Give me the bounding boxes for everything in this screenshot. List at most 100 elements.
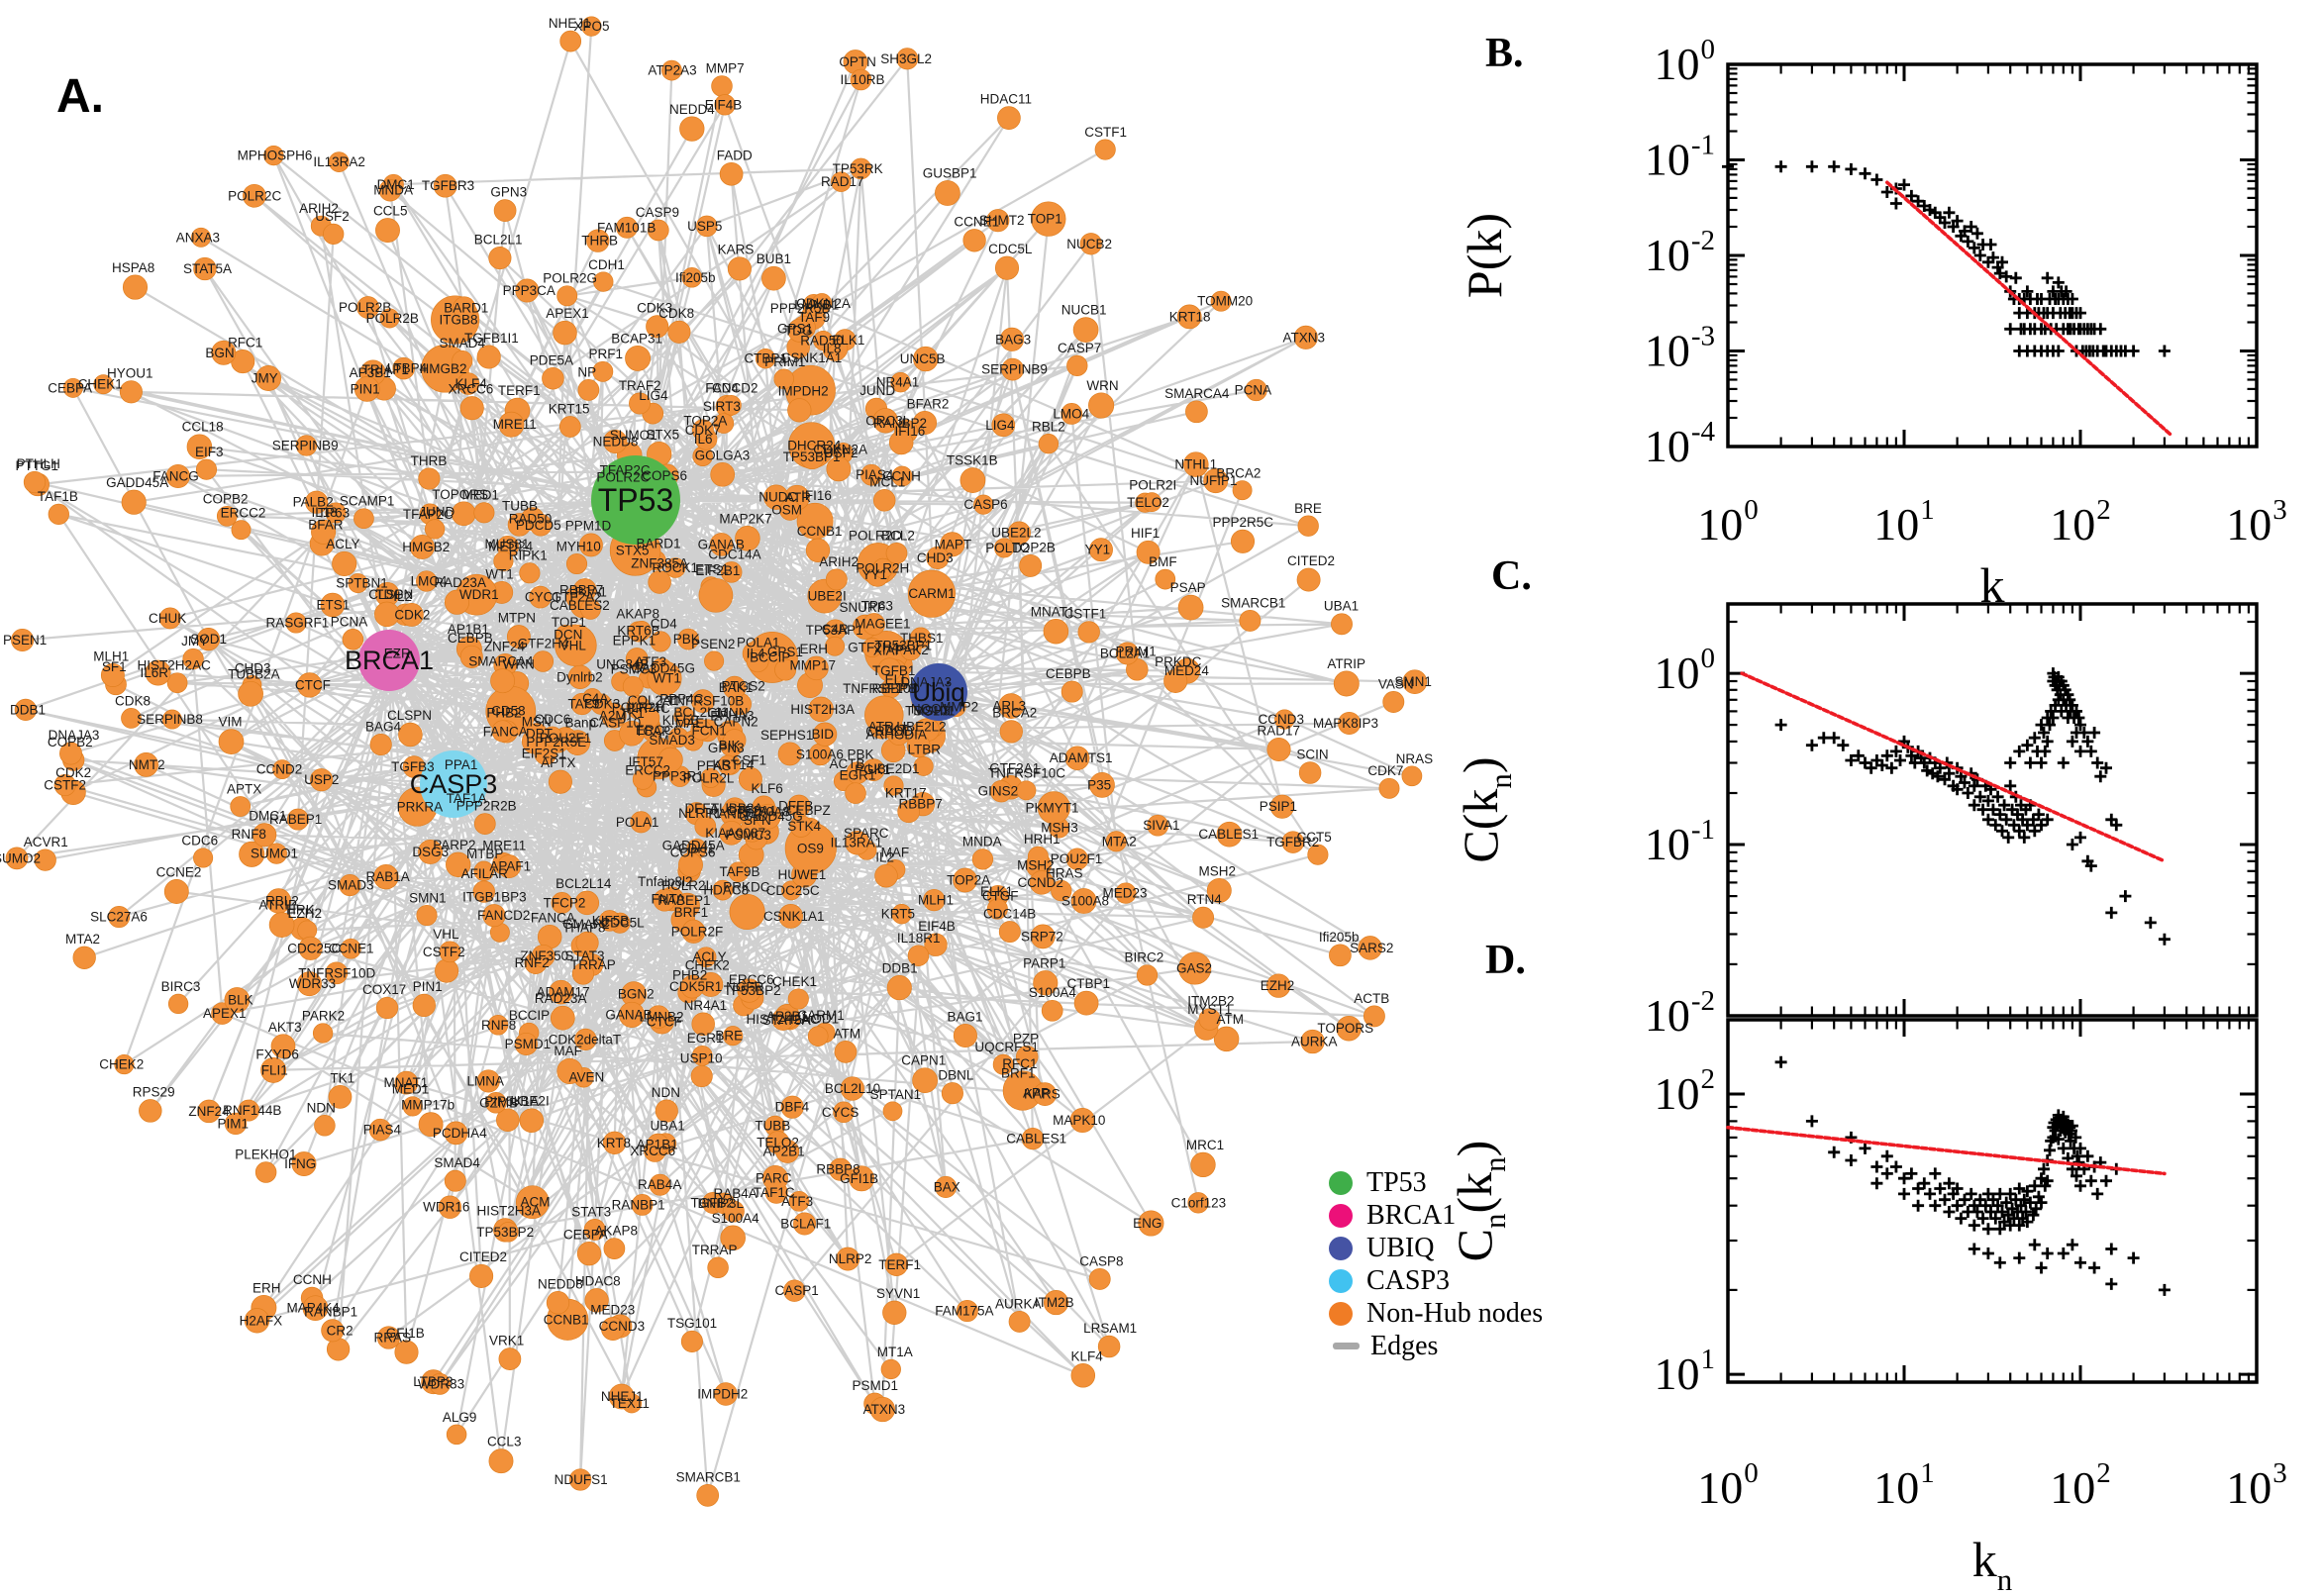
fit-line-d (1726, 1125, 2167, 1176)
network-node (1402, 669, 1428, 695)
network-node (476, 345, 501, 369)
network-node (625, 648, 649, 670)
tick-label: 10-4 (1645, 416, 1716, 471)
network-node (542, 726, 563, 748)
network-node (632, 621, 652, 641)
network-node (412, 993, 436, 1018)
network-node (886, 975, 912, 1001)
network-node (498, 1222, 519, 1243)
network-node (491, 720, 514, 743)
network-node (1043, 618, 1069, 645)
network-node (882, 1300, 907, 1325)
network-node (402, 1096, 423, 1117)
tick-label: 101 (1873, 494, 1935, 549)
network-node (161, 709, 182, 730)
network-node (166, 672, 188, 694)
network-node (1064, 746, 1090, 770)
network-node (72, 946, 96, 969)
network-node (496, 1108, 520, 1132)
network-node (576, 1242, 602, 1266)
network-node (285, 612, 307, 634)
legend-edge-swatch (1333, 1343, 1360, 1349)
network-node (691, 419, 714, 442)
network-node (787, 398, 812, 423)
network-node (416, 570, 438, 592)
network-node (1001, 357, 1025, 381)
network-node (1296, 567, 1321, 592)
network-node (1136, 540, 1161, 564)
legend-item: CASP3 (1329, 1264, 1543, 1297)
network-node (694, 815, 717, 838)
network-node (836, 1247, 860, 1271)
network-node (546, 1291, 570, 1315)
network-node (997, 106, 1021, 130)
network-node (1190, 1151, 1216, 1178)
network-node (1177, 594, 1204, 621)
network-node (186, 434, 213, 459)
network-node (531, 944, 556, 968)
network-node (912, 1067, 938, 1094)
network-node (1027, 846, 1049, 867)
network-node (1298, 761, 1322, 784)
network-node (453, 296, 476, 320)
network-node (941, 1082, 963, 1105)
network-node (1073, 990, 1099, 1016)
network-node (1245, 378, 1267, 402)
network-node (1274, 709, 1295, 730)
network-node (962, 229, 986, 252)
network-node (252, 823, 277, 848)
network-node (1216, 821, 1243, 848)
network-node (773, 368, 794, 390)
x-axis-label-d: kn (1972, 1532, 2013, 1596)
network-node (328, 151, 350, 172)
network-node (1043, 1290, 1069, 1316)
network-node (646, 315, 669, 339)
network-node (551, 892, 573, 914)
network-node (1019, 553, 1043, 577)
network-node (1033, 1082, 1058, 1106)
network-node (833, 1101, 855, 1124)
network-node (999, 327, 1025, 351)
network-node (1142, 492, 1162, 512)
network-node (549, 979, 573, 1005)
network-node (1203, 468, 1229, 494)
network-node (998, 693, 1025, 719)
network-node (34, 848, 56, 871)
network-node (163, 879, 189, 904)
network-node (575, 931, 599, 954)
network-node (891, 465, 913, 487)
network-node (632, 768, 654, 790)
y-axis-label-b: P(k) (1457, 213, 1512, 298)
network-node (572, 578, 597, 602)
network-node (681, 267, 703, 288)
tick-label: 10-1 (1645, 814, 1715, 869)
network-node (619, 720, 645, 747)
network-node (1269, 794, 1294, 819)
panel-b-label: B. (1485, 31, 1524, 76)
network-node (1178, 951, 1212, 985)
network-node (320, 592, 346, 618)
network-node (311, 519, 337, 545)
network-node (845, 830, 869, 855)
tick-label: 100 (1655, 34, 1716, 89)
network-node (469, 1263, 494, 1288)
tick-label: 102 (2050, 494, 2111, 549)
network-node (584, 1288, 609, 1313)
network-node (631, 1194, 654, 1216)
network-node (310, 768, 334, 792)
network-node (506, 625, 531, 649)
network-node (158, 607, 181, 630)
network-node (373, 864, 399, 890)
network-node (14, 698, 38, 722)
tick-label: 101 (1655, 1344, 1716, 1399)
network-node (1016, 780, 1037, 801)
network-node (53, 773, 76, 797)
network-node (493, 550, 514, 571)
network-node (429, 1373, 452, 1395)
network-node (1065, 848, 1089, 870)
network-node (224, 987, 251, 1013)
network-node (586, 229, 610, 252)
network-node (1051, 879, 1072, 902)
network-node (1037, 791, 1070, 825)
legend-dot-brca1 (1329, 1203, 1353, 1228)
